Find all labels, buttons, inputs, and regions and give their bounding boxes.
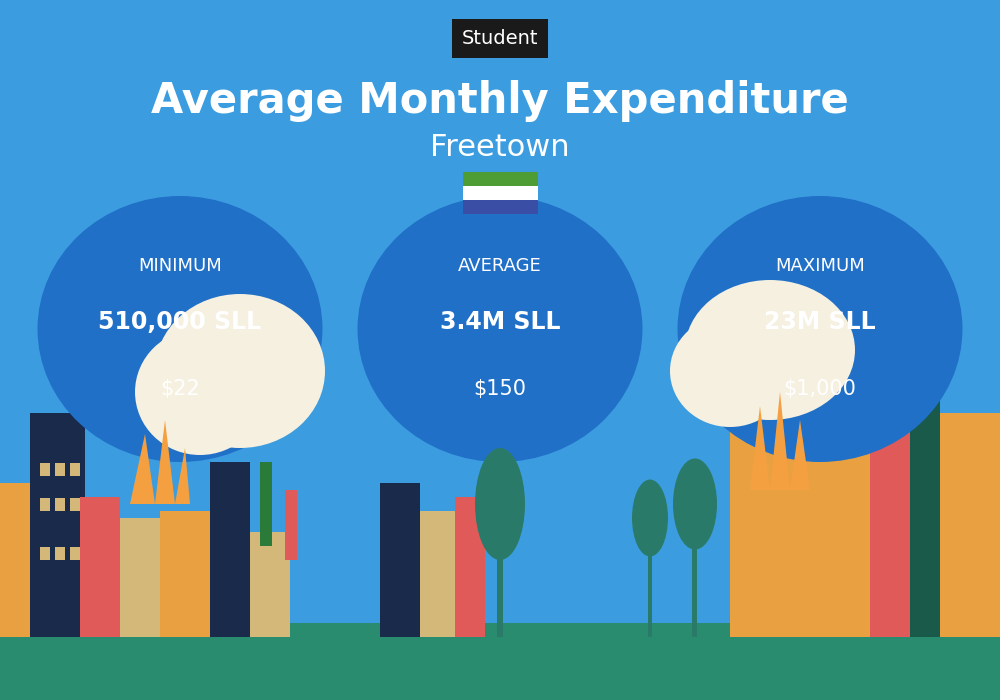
FancyBboxPatch shape xyxy=(692,504,697,637)
FancyBboxPatch shape xyxy=(810,343,870,637)
FancyBboxPatch shape xyxy=(70,498,80,511)
FancyBboxPatch shape xyxy=(285,490,297,560)
FancyBboxPatch shape xyxy=(40,463,50,476)
FancyBboxPatch shape xyxy=(70,463,80,476)
Text: 510,000 SLL: 510,000 SLL xyxy=(98,310,262,334)
Ellipse shape xyxy=(475,448,525,560)
FancyBboxPatch shape xyxy=(80,497,120,637)
Ellipse shape xyxy=(685,280,855,420)
Ellipse shape xyxy=(632,480,668,556)
FancyBboxPatch shape xyxy=(55,498,65,511)
Text: MINIMUM: MINIMUM xyxy=(138,257,222,275)
FancyBboxPatch shape xyxy=(730,371,810,637)
FancyBboxPatch shape xyxy=(940,413,1000,637)
Ellipse shape xyxy=(155,294,325,448)
Text: $150: $150 xyxy=(474,379,526,398)
FancyBboxPatch shape xyxy=(455,497,485,637)
Ellipse shape xyxy=(670,315,790,427)
FancyBboxPatch shape xyxy=(160,511,210,637)
FancyBboxPatch shape xyxy=(210,462,250,637)
FancyBboxPatch shape xyxy=(870,392,910,637)
Text: $1,000: $1,000 xyxy=(784,379,856,398)
FancyBboxPatch shape xyxy=(462,186,538,199)
Polygon shape xyxy=(130,420,190,504)
Text: Freetown: Freetown xyxy=(430,132,570,162)
FancyBboxPatch shape xyxy=(55,463,65,476)
Polygon shape xyxy=(750,392,810,490)
FancyBboxPatch shape xyxy=(0,623,1000,700)
FancyBboxPatch shape xyxy=(0,483,50,637)
Ellipse shape xyxy=(135,329,265,455)
Text: Student: Student xyxy=(462,29,538,48)
Ellipse shape xyxy=(678,196,962,462)
Text: MAXIMUM: MAXIMUM xyxy=(775,257,865,275)
Text: Average Monthly Expenditure: Average Monthly Expenditure xyxy=(151,80,849,122)
FancyBboxPatch shape xyxy=(380,483,420,637)
FancyBboxPatch shape xyxy=(30,413,85,637)
Ellipse shape xyxy=(38,196,322,462)
FancyBboxPatch shape xyxy=(260,462,272,546)
Text: 3.4M SLL: 3.4M SLL xyxy=(440,310,560,334)
Ellipse shape xyxy=(358,196,642,462)
FancyBboxPatch shape xyxy=(497,504,503,637)
FancyBboxPatch shape xyxy=(250,532,290,637)
Text: 23M SLL: 23M SLL xyxy=(764,310,876,334)
FancyBboxPatch shape xyxy=(648,518,652,637)
FancyBboxPatch shape xyxy=(70,547,80,560)
Text: $22: $22 xyxy=(160,379,200,398)
FancyBboxPatch shape xyxy=(40,547,50,560)
FancyBboxPatch shape xyxy=(40,498,50,511)
FancyBboxPatch shape xyxy=(420,511,455,637)
FancyBboxPatch shape xyxy=(910,371,940,637)
FancyBboxPatch shape xyxy=(120,518,160,637)
Text: AVERAGE: AVERAGE xyxy=(458,257,542,275)
Ellipse shape xyxy=(673,458,717,550)
FancyBboxPatch shape xyxy=(462,199,538,213)
FancyBboxPatch shape xyxy=(462,172,538,186)
FancyBboxPatch shape xyxy=(55,547,65,560)
